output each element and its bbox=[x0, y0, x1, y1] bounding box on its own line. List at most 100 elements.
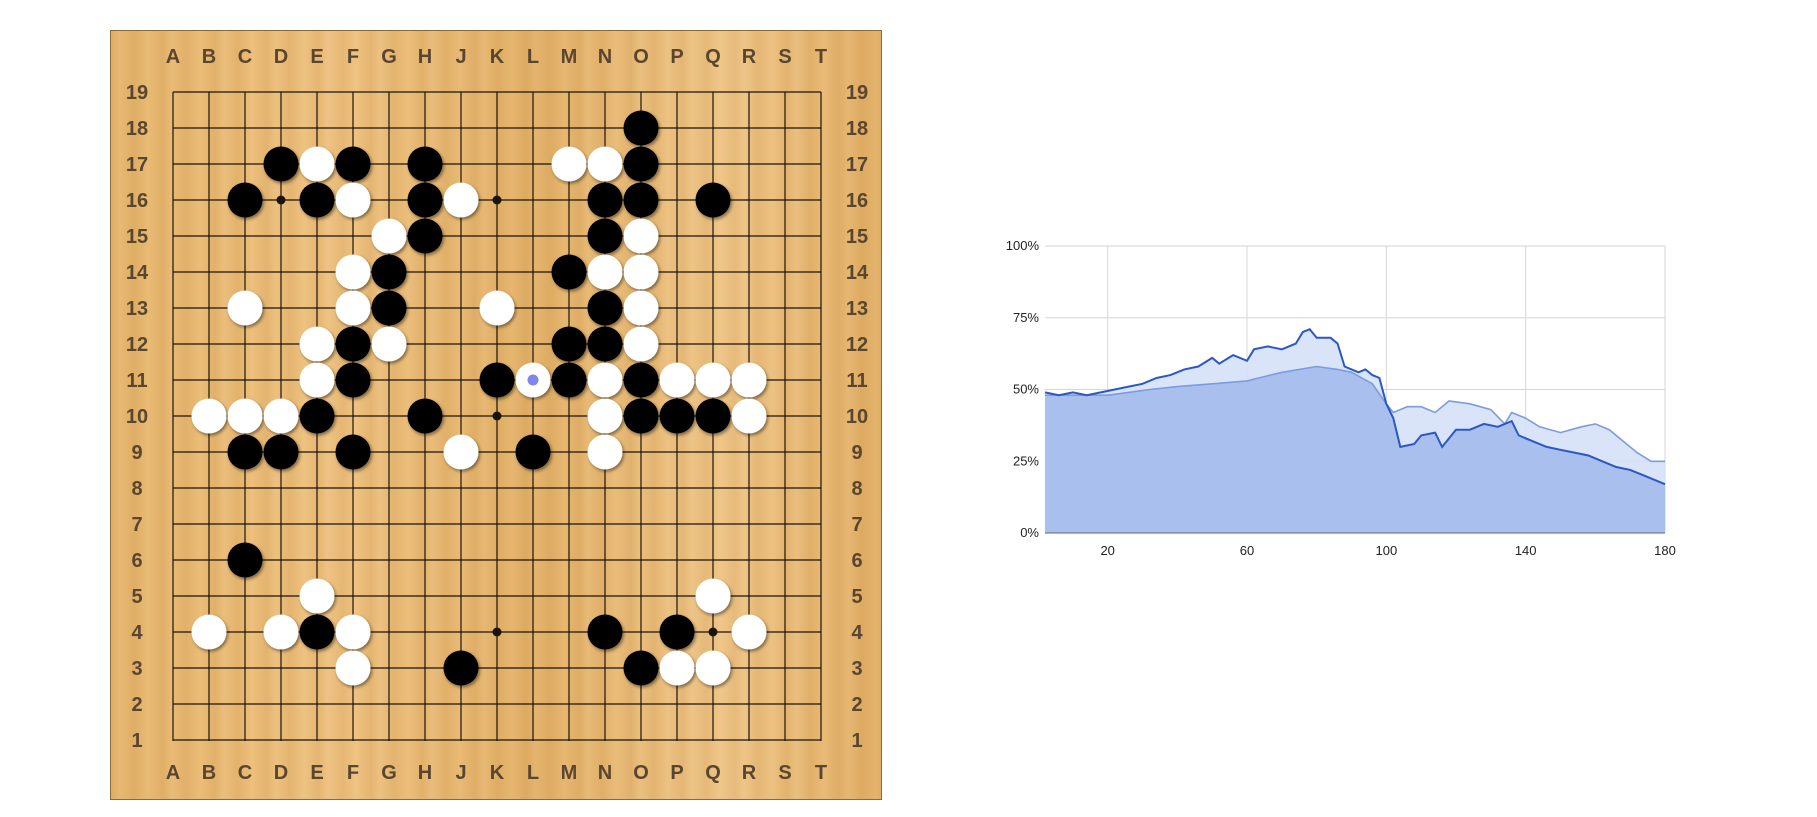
black-stone[interactable] bbox=[335, 326, 371, 362]
white-stone[interactable] bbox=[479, 290, 515, 326]
white-stone[interactable] bbox=[299, 578, 335, 614]
row-label: 9 bbox=[131, 442, 142, 464]
white-stone[interactable] bbox=[731, 614, 767, 650]
star-point bbox=[276, 195, 286, 205]
black-stone[interactable] bbox=[299, 614, 335, 650]
column-label: S bbox=[778, 46, 791, 68]
black-stone[interactable] bbox=[443, 650, 479, 686]
white-stone[interactable] bbox=[191, 614, 227, 650]
black-stone[interactable] bbox=[551, 362, 587, 398]
black-stone[interactable] bbox=[407, 182, 443, 218]
white-stone[interactable] bbox=[695, 362, 731, 398]
white-stone[interactable] bbox=[227, 398, 263, 434]
black-stone[interactable] bbox=[263, 146, 299, 182]
white-stone[interactable] bbox=[587, 362, 623, 398]
white-stone[interactable] bbox=[623, 254, 659, 290]
white-stone[interactable] bbox=[335, 614, 371, 650]
row-label: 3 bbox=[131, 658, 142, 680]
white-stone[interactable] bbox=[299, 146, 335, 182]
white-stone[interactable] bbox=[587, 146, 623, 182]
black-stone[interactable] bbox=[587, 326, 623, 362]
go-board-canvas[interactable]: AABBCCDDEEFFGGHHJJKKLLMMNNOOPPQQRRSSTT19… bbox=[111, 31, 883, 801]
black-stone[interactable] bbox=[227, 182, 263, 218]
column-label: T bbox=[815, 762, 827, 784]
black-stone[interactable] bbox=[623, 650, 659, 686]
white-stone[interactable] bbox=[587, 434, 623, 470]
black-stone[interactable] bbox=[587, 290, 623, 326]
black-stone[interactable] bbox=[407, 218, 443, 254]
black-stone[interactable] bbox=[551, 326, 587, 362]
row-label: 10 bbox=[126, 406, 148, 428]
white-stone[interactable] bbox=[443, 434, 479, 470]
black-stone[interactable] bbox=[335, 434, 371, 470]
black-stone[interactable] bbox=[695, 182, 731, 218]
black-stone[interactable] bbox=[695, 398, 731, 434]
row-label: 16 bbox=[126, 190, 148, 212]
white-stone[interactable] bbox=[191, 398, 227, 434]
white-stone[interactable] bbox=[587, 398, 623, 434]
black-stone[interactable] bbox=[299, 398, 335, 434]
black-stone[interactable] bbox=[623, 146, 659, 182]
black-stone[interactable] bbox=[587, 182, 623, 218]
black-stone[interactable] bbox=[551, 254, 587, 290]
black-stone[interactable] bbox=[299, 182, 335, 218]
black-stone[interactable] bbox=[515, 434, 551, 470]
black-stone[interactable] bbox=[623, 362, 659, 398]
black-stone[interactable] bbox=[335, 146, 371, 182]
black-stone[interactable] bbox=[659, 398, 695, 434]
white-stone[interactable] bbox=[335, 290, 371, 326]
column-label: C bbox=[238, 46, 252, 68]
column-label: K bbox=[490, 762, 505, 784]
row-label: 17 bbox=[126, 154, 148, 176]
black-stone[interactable] bbox=[659, 614, 695, 650]
black-stone[interactable] bbox=[227, 434, 263, 470]
white-stone[interactable] bbox=[659, 650, 695, 686]
overlap-area bbox=[1045, 366, 1665, 533]
white-stone[interactable] bbox=[551, 146, 587, 182]
white-stone[interactable] bbox=[731, 362, 767, 398]
white-stone[interactable] bbox=[263, 614, 299, 650]
white-stone[interactable] bbox=[623, 290, 659, 326]
black-stone[interactable] bbox=[623, 182, 659, 218]
white-stone[interactable] bbox=[299, 362, 335, 398]
white-stone[interactable] bbox=[299, 326, 335, 362]
row-label: 16 bbox=[846, 190, 868, 212]
white-stone[interactable] bbox=[623, 218, 659, 254]
white-stone[interactable] bbox=[371, 218, 407, 254]
y-tick-label: 50% bbox=[1013, 382, 1039, 397]
black-stone[interactable] bbox=[371, 254, 407, 290]
black-stone[interactable] bbox=[371, 290, 407, 326]
white-stone[interactable] bbox=[227, 290, 263, 326]
white-stone[interactable] bbox=[335, 254, 371, 290]
white-stone[interactable] bbox=[335, 182, 371, 218]
black-stone[interactable] bbox=[407, 146, 443, 182]
black-stone[interactable] bbox=[335, 362, 371, 398]
row-label: 6 bbox=[851, 550, 862, 572]
white-stone[interactable] bbox=[443, 182, 479, 218]
black-stone[interactable] bbox=[479, 362, 515, 398]
white-stone[interactable] bbox=[335, 650, 371, 686]
white-stone[interactable] bbox=[263, 398, 299, 434]
black-stone[interactable] bbox=[623, 110, 659, 146]
black-stone[interactable] bbox=[263, 434, 299, 470]
star-point bbox=[492, 411, 502, 421]
black-stone[interactable] bbox=[407, 398, 443, 434]
black-stone[interactable] bbox=[587, 218, 623, 254]
white-stone[interactable] bbox=[587, 254, 623, 290]
star-point bbox=[708, 627, 718, 637]
black-stone[interactable] bbox=[587, 614, 623, 650]
white-stone[interactable] bbox=[731, 398, 767, 434]
white-stone[interactable] bbox=[371, 326, 407, 362]
row-label: 13 bbox=[846, 298, 868, 320]
black-stone[interactable] bbox=[623, 398, 659, 434]
column-label: L bbox=[527, 762, 539, 784]
white-stone[interactable] bbox=[623, 326, 659, 362]
white-stone[interactable] bbox=[695, 578, 731, 614]
star-point bbox=[492, 627, 502, 637]
white-stone[interactable] bbox=[695, 650, 731, 686]
go-board[interactable]: A A B B C C D D E E F F G G H H J J K K L L M M N N O O P P Q Q R R S S T T 19… bbox=[110, 30, 882, 800]
win-rate-chart-canvas: 0% 25% 50% 75% 100% 20 60 100 140 180 bbox=[1006, 238, 1676, 558]
black-stone[interactable] bbox=[227, 542, 263, 578]
white-stone[interactable] bbox=[659, 362, 695, 398]
stones bbox=[191, 110, 767, 686]
